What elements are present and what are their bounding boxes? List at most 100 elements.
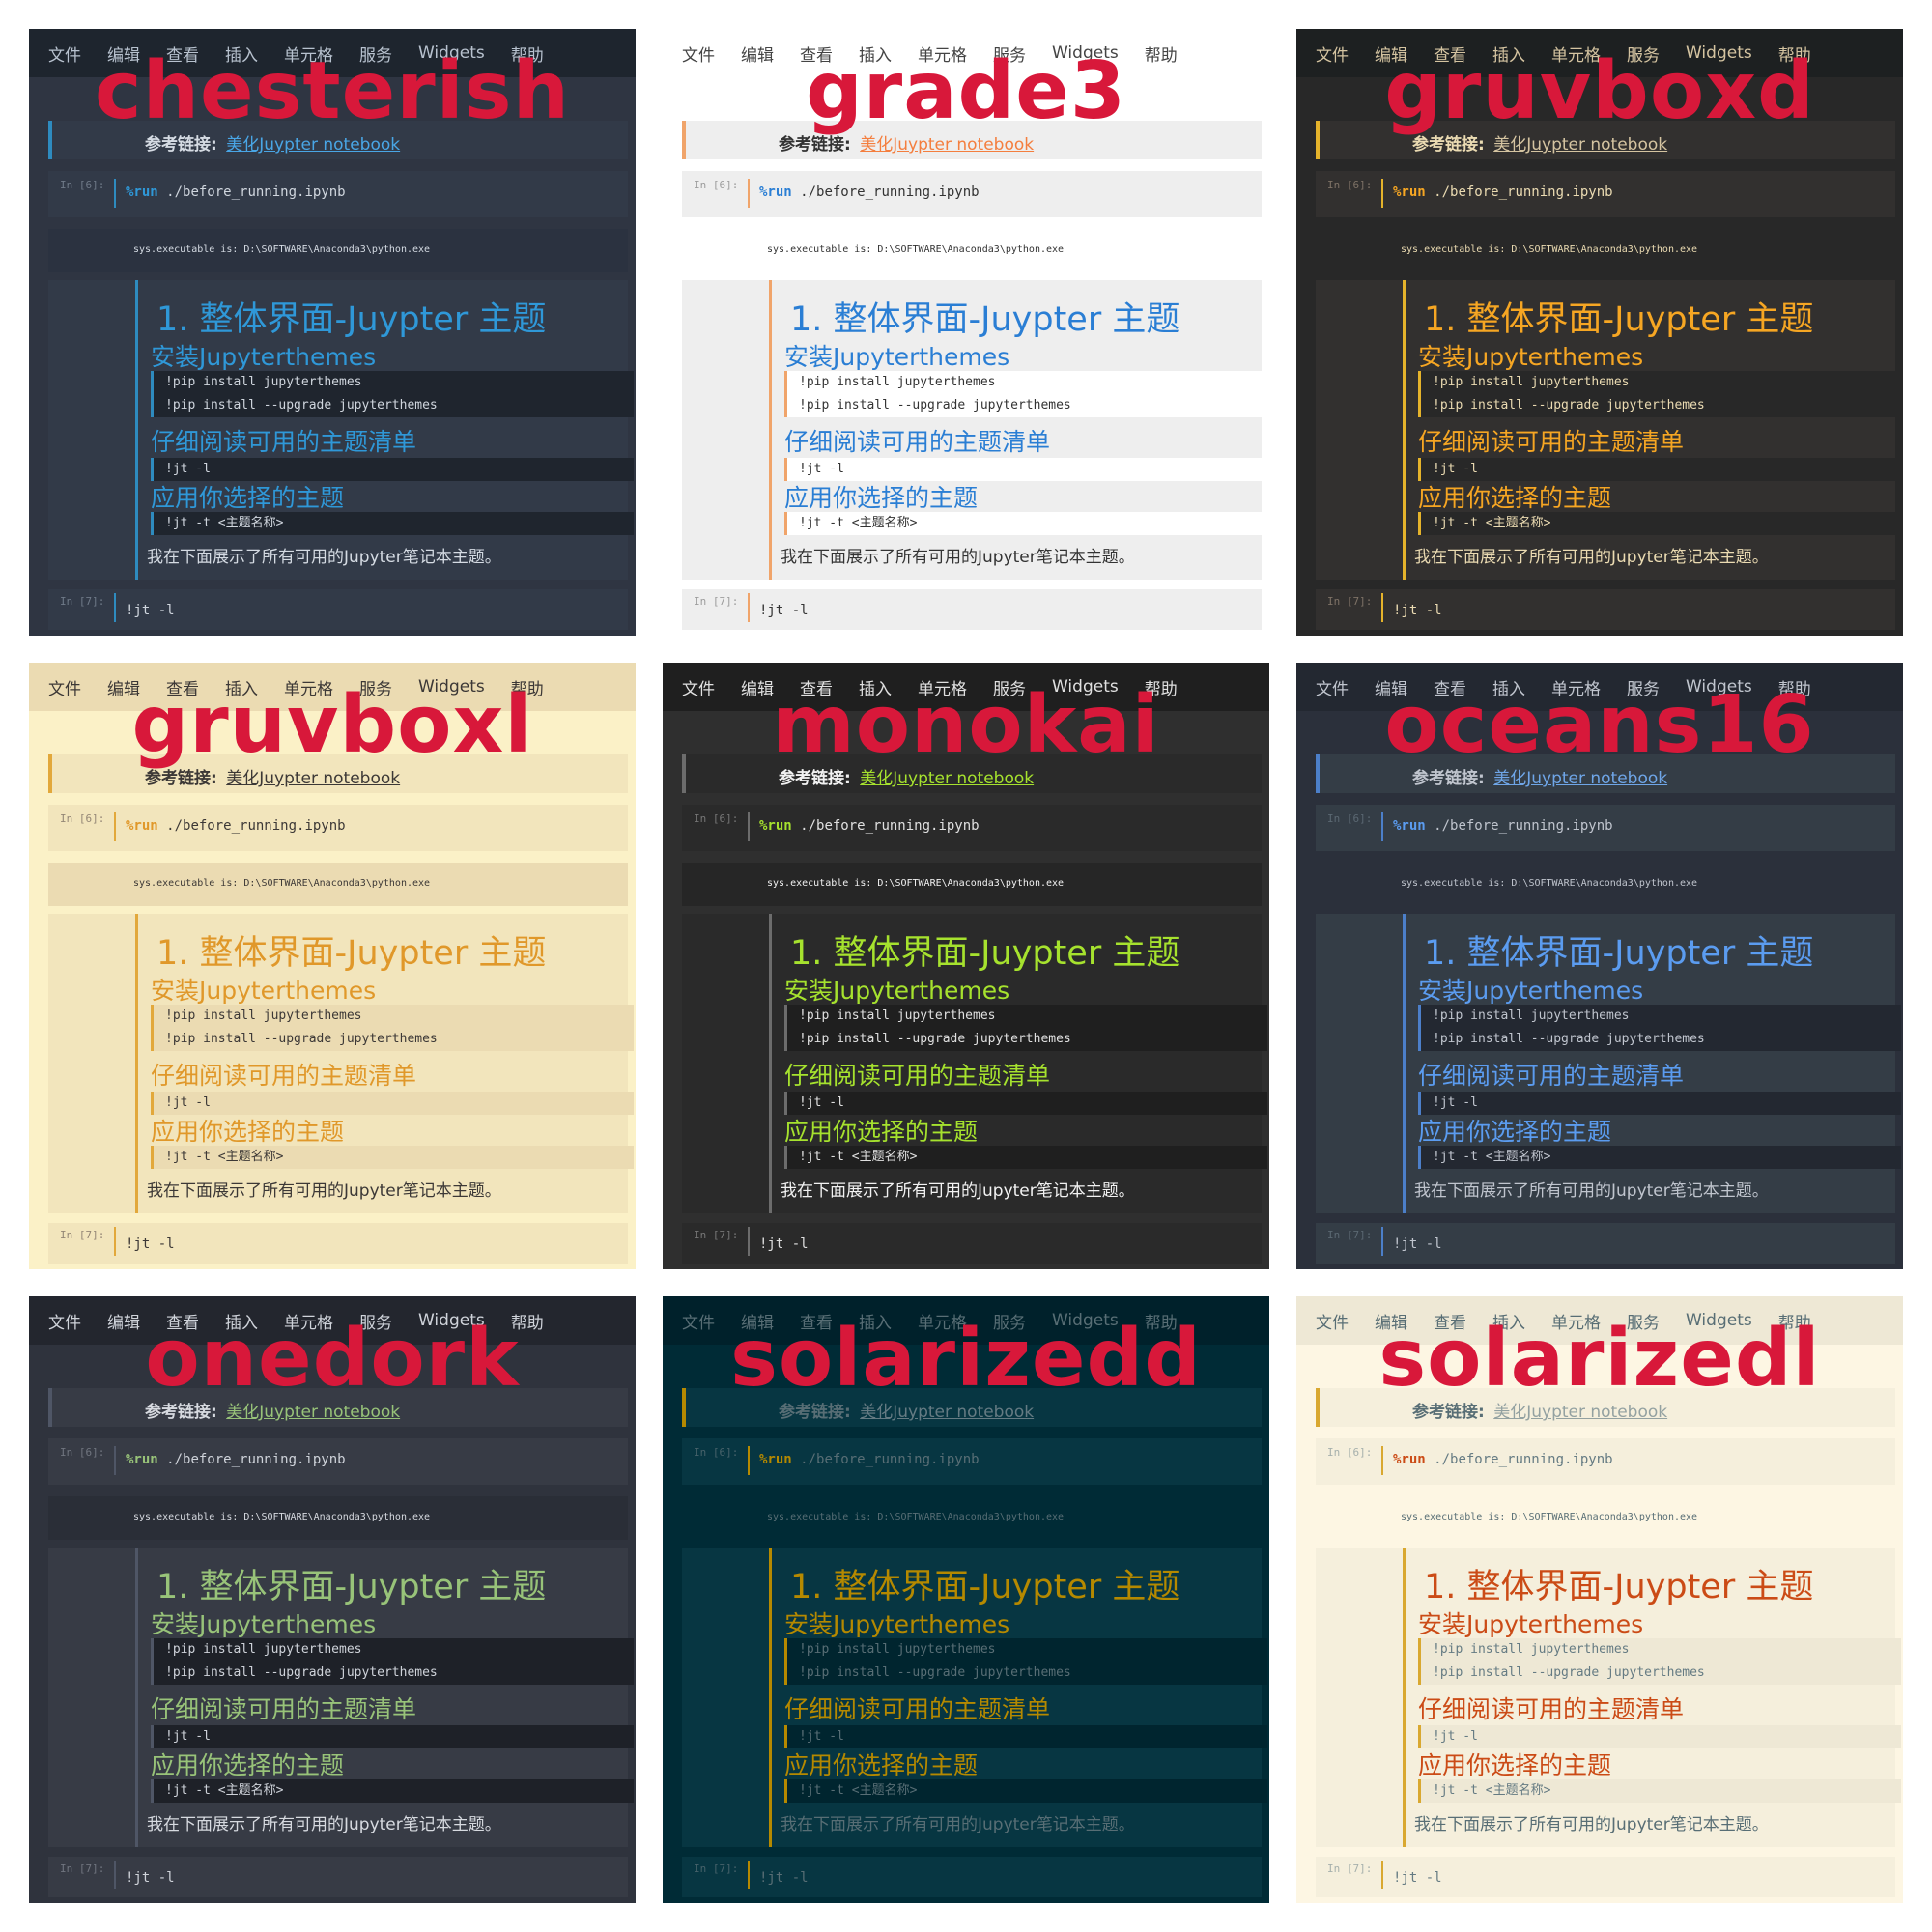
menu-item-7[interactable]: 帮助 <box>510 1313 544 1333</box>
menu-item-5[interactable]: 服务 <box>1627 1313 1660 1333</box>
markdown-cell[interactable]: 1. 整体界面-Juypter 主题 安装Jupyterthemes !pip … <box>1316 914 1901 1213</box>
menu-item-2[interactable]: 查看 <box>166 679 199 699</box>
menu-item-2[interactable]: 查看 <box>1434 679 1466 699</box>
menu-item-6[interactable]: Widgets <box>418 43 485 63</box>
menu-item-6[interactable]: Widgets <box>1686 1311 1752 1330</box>
reference-link[interactable]: 美化Juypter notebook <box>1493 135 1668 155</box>
menu-item-0[interactable]: 文件 <box>1316 1313 1349 1333</box>
menu-item-5[interactable]: 服务 <box>993 679 1026 699</box>
reference-cell[interactable]: 参考链接: 美化Juypter notebook <box>682 754 1262 793</box>
reference-link[interactable]: 美化Juypter notebook <box>226 1403 401 1422</box>
menu-item-2[interactable]: 查看 <box>166 1313 199 1333</box>
menu-item-1[interactable]: 编辑 <box>107 1313 140 1333</box>
markdown-cell[interactable]: 1. 整体界面-Juypter 主题 安装Jupyterthemes !pip … <box>48 1548 634 1847</box>
code-cell-run[interactable]: In [6]: %run ./before_running.ipynb <box>1316 171 1895 217</box>
reference-cell[interactable]: 参考链接: 美化Juypter notebook <box>48 1388 628 1427</box>
menu-item-0[interactable]: 文件 <box>1316 679 1349 699</box>
menu-item-1[interactable]: 编辑 <box>1375 679 1407 699</box>
code-cell-run[interactable]: In [6]: %run ./before_running.ipynb <box>1316 805 1895 851</box>
reference-cell[interactable]: 参考链接: 美化Juypter notebook <box>682 1388 1262 1427</box>
reference-cell[interactable]: 参考链接: 美化Juypter notebook <box>1316 121 1895 159</box>
reference-link[interactable]: 美化Juypter notebook <box>860 1403 1035 1422</box>
reference-cell[interactable]: 参考链接: 美化Juypter notebook <box>1316 1388 1895 1427</box>
reference-link[interactable]: 美化Juypter notebook <box>226 135 401 155</box>
menu-item-3[interactable]: 插入 <box>1492 45 1525 66</box>
code-cell-run[interactable]: In [6]: %run ./before_running.ipynb <box>48 171 628 217</box>
markdown-cell[interactable]: 1. 整体界面-Juypter 主题 安装Jupyterthemes !pip … <box>48 914 634 1213</box>
menu-item-2[interactable]: 查看 <box>1434 45 1466 66</box>
menu-item-3[interactable]: 插入 <box>225 679 258 699</box>
menu-item-4[interactable]: 单元格 <box>918 679 967 699</box>
menu-item-5[interactable]: 服务 <box>993 1313 1026 1333</box>
menu-item-5[interactable]: 服务 <box>993 45 1026 66</box>
code-cell-jt[interactable]: In [7]: !jt -l <box>48 1223 628 1264</box>
reference-link[interactable]: 美化Juypter notebook <box>1493 1403 1668 1422</box>
menu-item-2[interactable]: 查看 <box>1434 1313 1466 1333</box>
code-cell-jt[interactable]: In [7]: !jt -l <box>682 589 1262 630</box>
code-cell-jt[interactable]: In [7]: !jt -l <box>1316 1857 1895 1897</box>
menu-item-7[interactable]: 帮助 <box>1777 45 1811 66</box>
menu-item-4[interactable]: 单元格 <box>918 1313 967 1333</box>
menu-item-1[interactable]: 编辑 <box>741 1313 774 1333</box>
menu-item-2[interactable]: 查看 <box>166 45 199 66</box>
code-cell-run[interactable]: In [6]: %run ./before_running.ipynb <box>682 1438 1262 1485</box>
markdown-cell[interactable]: 1. 整体界面-Juypter 主题 安装Jupyterthemes !pip … <box>1316 1548 1901 1847</box>
menu-item-3[interactable]: 插入 <box>225 45 258 66</box>
code-cell-run[interactable]: In [6]: %run ./before_running.ipynb <box>48 1438 628 1485</box>
code-cell-jt[interactable]: In [7]: !jt -l <box>48 1857 628 1897</box>
reference-link[interactable]: 美化Juypter notebook <box>860 769 1035 788</box>
menu-item-0[interactable]: 文件 <box>682 45 715 66</box>
markdown-cell[interactable]: 1. 整体界面-Juypter 主题 安装Jupyterthemes !pip … <box>682 914 1267 1213</box>
menu-item-6[interactable]: Widgets <box>418 1311 485 1330</box>
code-cell-run[interactable]: In [6]: %run ./before_running.ipynb <box>48 805 628 851</box>
menu-item-6[interactable]: Widgets <box>1686 43 1752 63</box>
menu-item-2[interactable]: 查看 <box>800 1313 833 1333</box>
menu-item-2[interactable]: 查看 <box>800 679 833 699</box>
menu-item-7[interactable]: 帮助 <box>510 679 544 699</box>
menu-item-1[interactable]: 编辑 <box>107 679 140 699</box>
markdown-cell[interactable]: 1. 整体界面-Juypter 主题 安装Jupyterthemes !pip … <box>48 280 634 580</box>
menu-item-7[interactable]: 帮助 <box>1144 1313 1178 1333</box>
menu-item-6[interactable]: Widgets <box>418 677 485 696</box>
menu-item-5[interactable]: 服务 <box>359 679 392 699</box>
menu-item-3[interactable]: 插入 <box>1492 679 1525 699</box>
code-cell-run[interactable]: In [6]: %run ./before_running.ipynb <box>682 805 1262 851</box>
menu-item-7[interactable]: 帮助 <box>1777 1313 1811 1333</box>
menu-item-6[interactable]: Widgets <box>1052 1311 1119 1330</box>
reference-cell[interactable]: 参考链接: 美化Juypter notebook <box>48 754 628 793</box>
menu-item-4[interactable]: 单元格 <box>284 45 333 66</box>
menu-item-3[interactable]: 插入 <box>1492 1313 1525 1333</box>
menu-item-0[interactable]: 文件 <box>682 679 715 699</box>
menu-item-0[interactable]: 文件 <box>48 679 81 699</box>
menu-item-5[interactable]: 服务 <box>359 45 392 66</box>
menu-item-1[interactable]: 编辑 <box>741 45 774 66</box>
menu-item-4[interactable]: 单元格 <box>1551 679 1601 699</box>
menu-item-1[interactable]: 编辑 <box>107 45 140 66</box>
menu-item-7[interactable]: 帮助 <box>1144 679 1178 699</box>
reference-cell[interactable]: 参考链接: 美化Juypter notebook <box>1316 754 1895 793</box>
menu-item-4[interactable]: 单元格 <box>284 1313 333 1333</box>
menu-item-7[interactable]: 帮助 <box>1777 679 1811 699</box>
code-cell-jt[interactable]: In [7]: !jt -l <box>1316 1223 1895 1264</box>
menu-item-1[interactable]: 编辑 <box>1375 1313 1407 1333</box>
reference-cell[interactable]: 参考链接: 美化Juypter notebook <box>48 121 628 159</box>
reference-link[interactable]: 美化Juypter notebook <box>1493 769 1668 788</box>
menu-item-6[interactable]: Widgets <box>1052 677 1119 696</box>
menu-item-3[interactable]: 插入 <box>225 1313 258 1333</box>
menu-item-6[interactable]: Widgets <box>1052 43 1119 63</box>
menu-item-0[interactable]: 文件 <box>682 1313 715 1333</box>
menu-item-5[interactable]: 服务 <box>1627 45 1660 66</box>
menu-item-4[interactable]: 单元格 <box>284 679 333 699</box>
markdown-cell[interactable]: 1. 整体界面-Juypter 主题 安装Jupyterthemes !pip … <box>682 280 1267 580</box>
menu-item-3[interactable]: 插入 <box>859 679 892 699</box>
code-cell-run[interactable]: In [6]: %run ./before_running.ipynb <box>682 171 1262 217</box>
menu-item-1[interactable]: 编辑 <box>1375 45 1407 66</box>
menu-item-0[interactable]: 文件 <box>48 1313 81 1333</box>
menu-item-3[interactable]: 插入 <box>859 45 892 66</box>
menu-item-0[interactable]: 文件 <box>48 45 81 66</box>
menu-item-0[interactable]: 文件 <box>1316 45 1349 66</box>
menu-item-4[interactable]: 单元格 <box>918 45 967 66</box>
markdown-cell[interactable]: 1. 整体界面-Juypter 主题 安装Jupyterthemes !pip … <box>682 1548 1267 1847</box>
code-cell-jt[interactable]: In [7]: !jt -l <box>682 1857 1262 1897</box>
menu-item-4[interactable]: 单元格 <box>1551 45 1601 66</box>
